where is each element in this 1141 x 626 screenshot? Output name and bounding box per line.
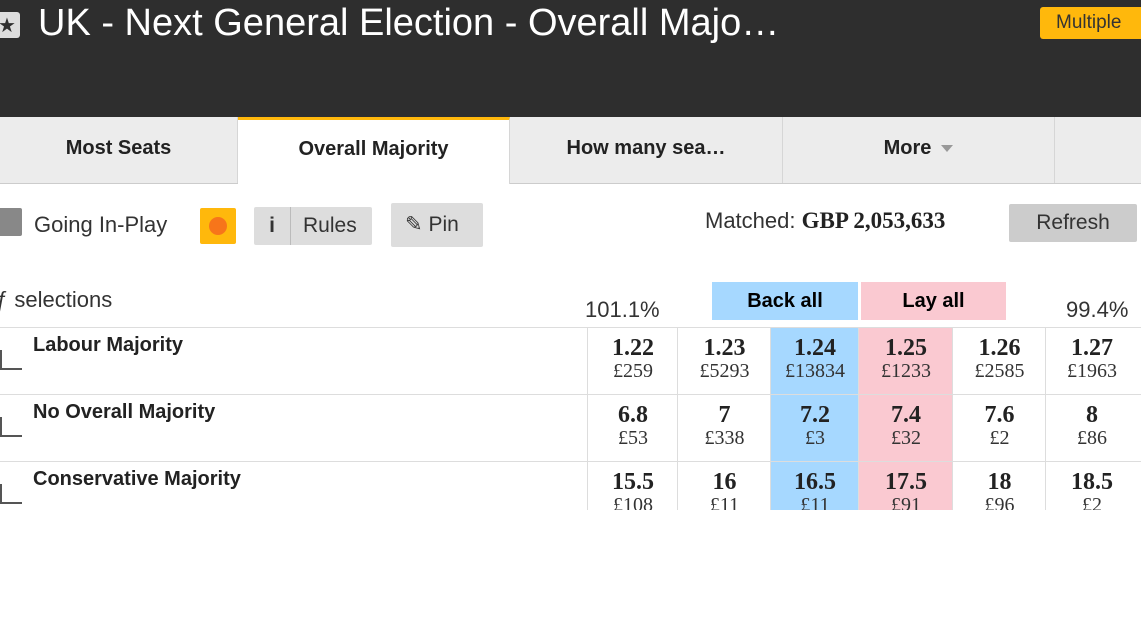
back-all[interactable]: Back all: [712, 282, 858, 320]
price: 1.24: [794, 335, 836, 361]
stake: £1963: [1067, 360, 1117, 382]
stake: £2: [1082, 494, 1102, 510]
stake: £53: [618, 427, 648, 449]
runner-row: Conservative Majority 15.5 £108 16 £11 16.5 £1…: [0, 461, 1141, 510]
price: 1.27: [1071, 335, 1113, 361]
price-cell[interactable]: 6.8 £53: [587, 395, 678, 461]
runner-name: Labour Majority: [33, 334, 184, 356]
price: 16: [712, 469, 737, 495]
stake: £11: [800, 494, 830, 510]
price: 7.4: [891, 402, 921, 428]
stake: £11: [709, 494, 740, 510]
price: 17.5: [885, 469, 927, 495]
chart-icon[interactable]: [0, 350, 22, 370]
price: 7: [718, 402, 731, 428]
tab-label: More: [883, 137, 932, 159]
matched-label: Matched:: [705, 208, 796, 233]
tab[interactable]: Most Seats: [0, 117, 238, 183]
chart-icon[interactable]: [0, 484, 22, 504]
stake: £5293: [699, 360, 750, 382]
stake: £338: [704, 427, 745, 449]
price-cell[interactable]: 7.6 £2: [952, 395, 1046, 461]
price: 8: [1086, 402, 1098, 428]
favourite-star[interactable]: ★: [0, 12, 20, 38]
header: ★ UK - Next General Election - Overall M…: [0, 0, 1141, 117]
price-cell[interactable]: 7 £338: [677, 395, 771, 461]
tab[interactable]: Overall Majority: [238, 117, 510, 184]
stake: £2585: [974, 360, 1025, 382]
price: 1.26: [978, 335, 1021, 361]
tab-label: Most Seats: [65, 137, 172, 159]
stake: £3: [805, 427, 825, 449]
rules-button[interactable]: i Rules: [254, 207, 372, 245]
stake: £108: [613, 494, 653, 510]
matched: Matched: GBP 2,053,633: [705, 208, 945, 234]
price-cell[interactable]: 17.5 £91: [858, 462, 953, 510]
tab[interactable]: How many sea…: [510, 117, 783, 183]
price: 1.23: [703, 335, 746, 361]
price: 18.5: [1071, 469, 1113, 495]
back-book: 101.1%: [585, 297, 660, 322]
pin-button[interactable]: ✎ Pin: [391, 203, 483, 247]
price-cell[interactable]: 15.5 £108: [587, 462, 678, 510]
matched-value: GBP 2,053,633: [801, 208, 946, 233]
price-cell[interactable]: 16.5 £11: [770, 462, 859, 510]
runner-name: No Overall Majority: [33, 401, 216, 423]
price: 7.6: [984, 402, 1015, 428]
price: 16.5: [794, 469, 836, 495]
price-cell[interactable]: 1.27 £1963: [1045, 328, 1138, 394]
dropdown-arrow: [941, 145, 954, 158]
chart-icon[interactable]: [0, 417, 22, 437]
info-icon: i: [254, 207, 291, 245]
price-cell[interactable]: 16 £11: [677, 462, 771, 510]
pin-label: Pin: [428, 213, 459, 236]
price-cell[interactable]: 1.25 £1233: [858, 328, 953, 394]
stake: £86: [1077, 427, 1107, 449]
runner-row: No Overall Majority 6.8 £53 7 £338 7.2 £3 7.4 £3…: [0, 394, 1141, 462]
refresh-button[interactable]: Refresh: [1009, 204, 1137, 242]
price-cell[interactable]: 1.22 £259: [587, 328, 678, 394]
runner-name: Conservative Majority: [33, 468, 241, 490]
price: 1.22: [612, 335, 654, 361]
price-cell[interactable]: 18 £96: [952, 462, 1046, 510]
price: 7.2: [800, 402, 830, 428]
tab: [1055, 117, 1141, 183]
price: 15.5: [612, 469, 654, 495]
badge[interactable]: Multiple: [1040, 7, 1141, 39]
selections-label: selections: [14, 287, 113, 312]
price-cell[interactable]: 7.4 £32: [858, 395, 953, 461]
in-play-icon: [200, 208, 236, 244]
price-cell[interactable]: 8 £86: [1045, 395, 1138, 461]
price-cell[interactable]: 1.23 £5293: [677, 328, 771, 394]
tab-label: How many sea…: [566, 137, 726, 159]
market-title: UK - Next General Election - Overall Maj…: [38, 2, 780, 44]
stake: £91: [891, 494, 921, 510]
runner-list: Labour Majority 1.22 £259 1.23 £5293 1.24 £138…: [0, 327, 1141, 510]
tab[interactable]: More: [783, 117, 1055, 183]
runner-row: Labour Majority 1.22 £259 1.23 £5293 1.24 £138…: [0, 327, 1141, 395]
selections-count: ƒ selections: [0, 287, 113, 312]
lay-book: 99.4%: [1066, 297, 1129, 322]
stake: £96: [984, 494, 1015, 510]
going-in-play: Going In-Play: [34, 212, 168, 237]
rules-label: Rules: [303, 214, 357, 237]
price-cell[interactable]: 1.24 £13834: [770, 328, 859, 394]
lay-all[interactable]: Lay all: [861, 282, 1006, 320]
price: 1.25: [885, 335, 927, 361]
tab-label: Overall Majority: [298, 138, 449, 160]
price-cell[interactable]: 1.26 £2585: [952, 328, 1046, 394]
stake: £13834: [785, 360, 845, 382]
price: 6.8: [618, 402, 648, 428]
price-cell[interactable]: 7.2 £3: [770, 395, 859, 461]
stake: £259: [613, 360, 653, 382]
stake: £1233: [881, 360, 931, 382]
price: 18: [987, 469, 1012, 495]
stake: £2: [989, 427, 1010, 449]
tab-bar: Most Seats Overall Majority How many sea… M…: [0, 117, 1141, 184]
stake: £32: [891, 427, 921, 449]
price-cell[interactable]: 18.5 £2: [1045, 462, 1138, 510]
checkbox[interactable]: [0, 208, 22, 236]
